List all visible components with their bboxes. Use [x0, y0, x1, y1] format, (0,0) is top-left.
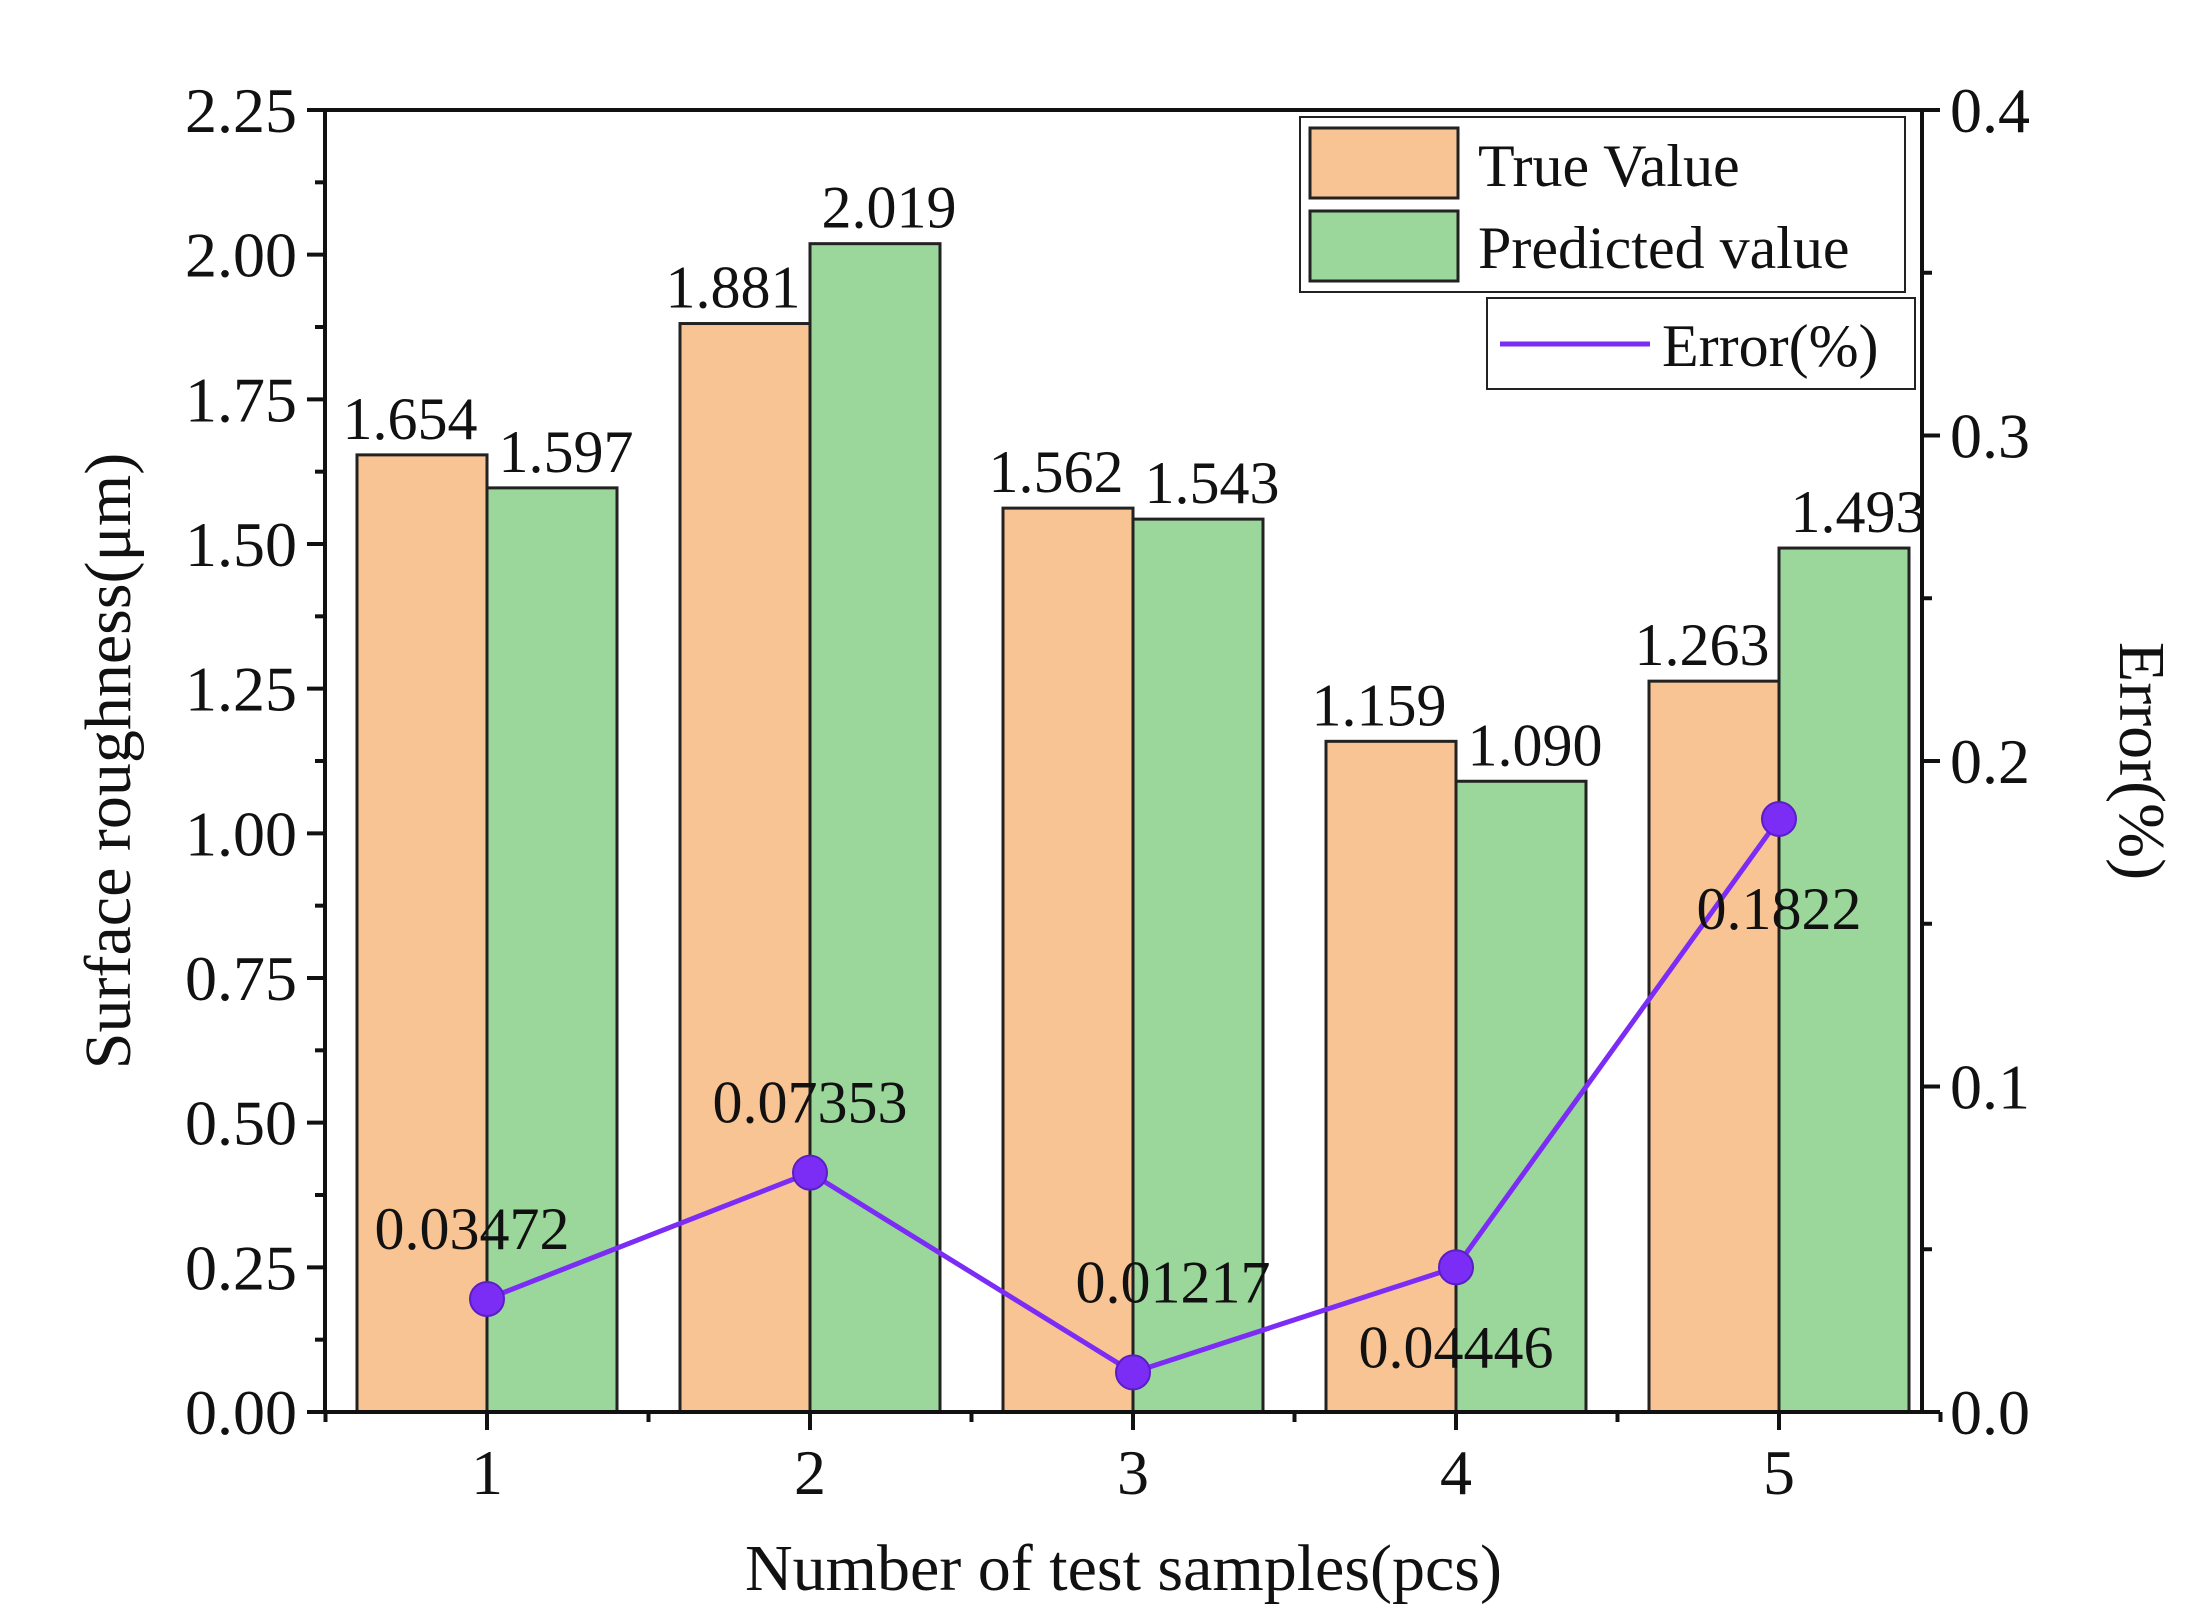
y-tick-label-1.25: 1.25 — [185, 654, 297, 725]
bar-true-2 — [678, 322, 812, 1414]
x-tick-label-3: 3 — [1117, 1437, 1149, 1508]
y-tick-label-1.00: 1.00 — [185, 798, 297, 869]
y-tick-label-0.50: 0.50 — [185, 1088, 297, 1159]
error-point-1 — [469, 1280, 505, 1317]
bar-true-3 — [1001, 506, 1135, 1414]
legend-label-true: True Value — [1478, 133, 1740, 199]
tick-layer: 0.000.250.500.751.001.251.501.752.002.25… — [185, 75, 2030, 1508]
y-tick-label-1.75: 1.75 — [185, 364, 297, 435]
error-label-4: 0.04446 — [1359, 1314, 1554, 1380]
bar-label-predicted-1: 1.597 — [499, 419, 634, 485]
bar-label-predicted-4: 1.090 — [1468, 712, 1603, 778]
bar-label-layer: 1.654 1.881 1.562 1.159 1.263 1.597 2.019 1.543… — [343, 175, 1926, 779]
x-tick-label-5: 5 — [1763, 1437, 1795, 1508]
bar-predicted-3 — [1131, 517, 1265, 1414]
bar-predicted-2 — [808, 242, 942, 1414]
bar-label-true-3: 1.562 — [989, 439, 1124, 505]
error-label-3: 0.01217 — [1076, 1249, 1271, 1315]
error-point-3 — [1115, 1354, 1151, 1391]
y2-tick-label-0.0: 0.0 — [1950, 1377, 2030, 1448]
x-axis-title: Number of test samples(pcs) — [745, 1532, 1502, 1605]
error-point-4 — [1438, 1249, 1474, 1286]
legend-swatch-predicted — [1308, 209, 1460, 283]
legend: True Value Predicted value Error(%) — [1299, 116, 1916, 390]
bar-true-4 — [1324, 739, 1458, 1414]
legend-swatch-true — [1308, 126, 1460, 200]
bar-label-true-2: 1.881 — [666, 255, 801, 321]
x-tick-label-4: 4 — [1440, 1437, 1472, 1508]
y-tick-label-0.75: 0.75 — [185, 943, 297, 1014]
bar-true-1 — [355, 453, 489, 1414]
y2-tick-label-0.2: 0.2 — [1950, 726, 2030, 797]
legend-label-error: Error(%) — [1662, 313, 1879, 379]
y-tick-label-2.00: 2.00 — [185, 220, 297, 291]
legend-label-predicted: Predicted value — [1478, 215, 1850, 281]
y-tick-label-2.25: 2.25 — [185, 75, 297, 146]
error-point-5 — [1761, 800, 1797, 837]
bar-label-true-1: 1.654 — [343, 386, 478, 452]
y2-axis-title: Error(%) — [2105, 642, 2178, 880]
bar-label-predicted-3: 1.543 — [1145, 450, 1280, 516]
bar-label-true-5: 1.263 — [1635, 612, 1770, 678]
bar-true-5 — [1647, 679, 1781, 1414]
x-tick-label-1: 1 — [471, 1437, 503, 1508]
y2-tick-label-0.3: 0.3 — [1950, 401, 2030, 472]
bar-label-predicted-2: 2.019 — [822, 175, 957, 241]
error-point-2 — [792, 1154, 828, 1191]
bar-label-true-4: 1.159 — [1312, 672, 1447, 738]
x-tick-label-2: 2 — [794, 1437, 826, 1508]
error-label-5: 0.1822 — [1697, 876, 1862, 942]
bar-label-predicted-5: 1.493 — [1791, 479, 1926, 545]
y-tick-label-0.25: 0.25 — [185, 1232, 297, 1303]
error-label-1: 0.03472 — [375, 1196, 570, 1262]
error-label-2: 0.07353 — [713, 1070, 908, 1136]
error-line-layer: 0.03472 0.07353 0.01217 0.04446 0.1822 — [375, 800, 1862, 1391]
y2-tick-label-0.4: 0.4 — [1950, 75, 2030, 146]
bar-predicted-5 — [1777, 546, 1911, 1414]
y-axis-title: Surface roughness(μm) — [72, 453, 145, 1069]
y2-tick-label-0.1: 0.1 — [1950, 1052, 2030, 1123]
y-tick-label-1.50: 1.50 — [185, 509, 297, 580]
y-tick-label-0.00: 0.00 — [185, 1377, 297, 1448]
